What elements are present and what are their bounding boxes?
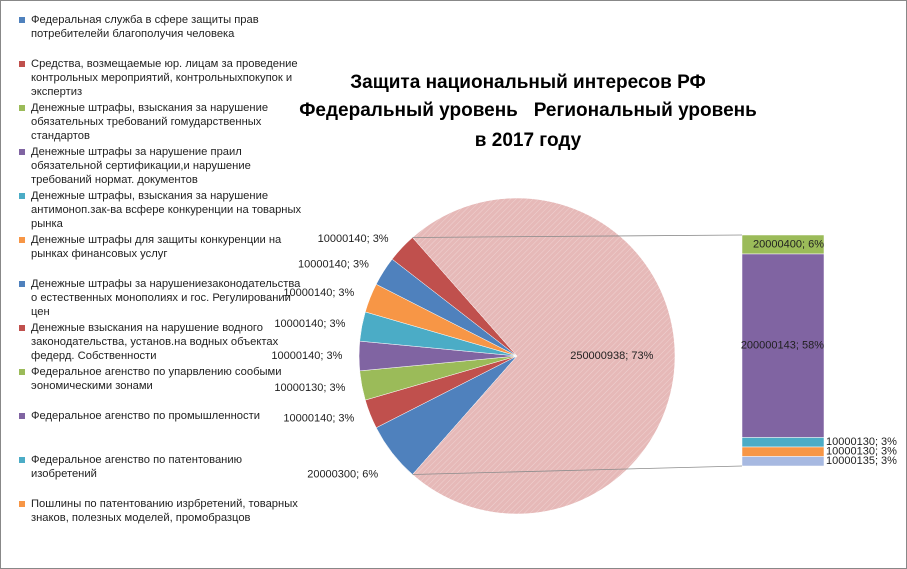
bar-segment (741, 446, 825, 457)
data-label: 250000938; 73% (570, 350, 653, 362)
legend-label: Средства, возмещаемые юр. лицам за прове… (31, 58, 298, 98)
chart-title: Защита национальный интересов РФ (350, 72, 706, 93)
legend-entry: Денежные штрафы для защиты конкуренции н… (19, 233, 304, 261)
legend-swatch (19, 325, 25, 331)
legend-swatch (19, 369, 25, 375)
data-label: 10000135; 3% (826, 455, 897, 467)
legend-label: Пошлины по патентованию изрбретений, тов… (31, 498, 298, 524)
legend-label: Денежные штрафы, взыскания за нарушение … (31, 102, 269, 142)
legend-swatch (19, 193, 25, 199)
bar-segment (741, 437, 825, 448)
data-label: 10000140; 3% (283, 287, 354, 299)
legend-entry: Денежные штрафы, взыскания за нарушение … (19, 101, 304, 143)
bar-segment (741, 456, 825, 467)
legend-entry: Денежные взыскания на нарушение водного … (19, 321, 304, 363)
legend-entry: Денежные штрафы за нарушение праил обяза… (19, 145, 304, 187)
data-label: 10000140; 3% (283, 413, 354, 425)
legend-entry: Федеральное агенство по упарвлению сообы… (19, 365, 304, 393)
data-label: 10000130; 3% (274, 382, 345, 394)
connector (412, 234, 743, 238)
data-label: 10000140; 3% (271, 350, 342, 362)
data-label: 10000130; 3% (826, 436, 897, 448)
legend-swatch (19, 237, 25, 243)
legend-entry: Федеральная служба в сфере защиты прав п… (19, 13, 304, 41)
data-label: 200000143; 58% (741, 340, 824, 352)
legend-label: Федеральная служба в сфере защиты прав п… (31, 14, 259, 40)
legend-entry: Федеральное агенство по промышленности (19, 409, 304, 423)
legend-label: Денежные штрафы за нарушениезаконодатель… (31, 278, 301, 318)
chart-title: Федеральный уровень Региональный уровень (299, 100, 757, 121)
data-label: 10000140; 3% (318, 233, 389, 245)
legend-swatch (19, 457, 25, 463)
legend-label: Денежные штрафы за нарушение праил обяза… (31, 146, 251, 186)
bar-segment (741, 253, 825, 438)
legend-entry: Денежные штрафы, взыскания за нарушение … (19, 189, 304, 231)
legend-label: Федеральное агенство по патентованию изо… (31, 454, 242, 480)
legend-swatch (19, 17, 25, 23)
legend-entry: Пошлины по патентованию изрбретений, тов… (19, 497, 304, 525)
legend-entry: Денежные штрафы за нарушениезаконодатель… (19, 277, 304, 319)
data-label: 10000140; 3% (274, 318, 345, 330)
data-label: 10000130; 3% (826, 446, 897, 458)
legend-entry: Федеральное агенство по патентованию изо… (19, 453, 304, 481)
pie-slice (412, 197, 676, 515)
legend-swatch (19, 149, 25, 155)
legend-label: Федеральное агенство по промышленности (31, 410, 260, 422)
legend-swatch (19, 281, 25, 287)
legend-label: Денежные штрафы, взыскания за нарушение … (31, 190, 302, 230)
legend-swatch (19, 105, 25, 111)
legend-swatch (19, 61, 25, 67)
data-label: 20000300; 6% (307, 468, 378, 480)
legend-label: Федеральное агенство по упарвлению сообы… (31, 366, 282, 392)
legend-swatch (19, 413, 25, 419)
legend-label: Денежные штрафы для защиты конкуренции н… (31, 234, 282, 260)
legend-entry: Средства, возмещаемые юр. лицам за прове… (19, 57, 304, 99)
connector (412, 465, 743, 475)
data-label: 20000400; 6% (753, 238, 824, 250)
legend-swatch (19, 501, 25, 507)
data-label: 10000140; 3% (298, 258, 369, 270)
legend-label: Денежные взыскания на нарушение водного … (31, 322, 279, 362)
chart-title: в 2017 году (475, 130, 582, 151)
